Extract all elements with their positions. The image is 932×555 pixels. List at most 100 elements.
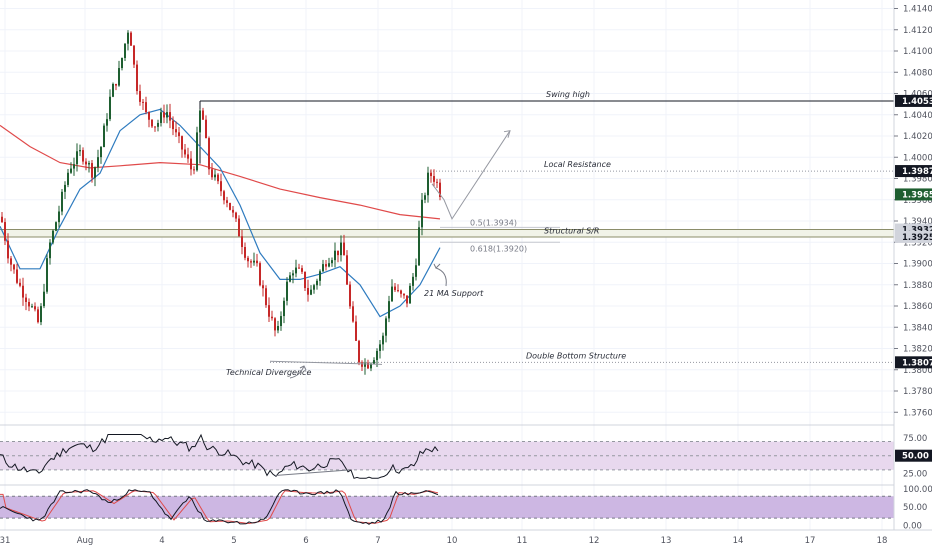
candle-down[interactable]: [304, 271, 306, 289]
candle-down[interactable]: [226, 200, 228, 203]
candle-up[interactable]: [64, 184, 66, 192]
drawings-layer[interactable]: [269, 130, 511, 379]
candle-up[interactable]: [427, 172, 429, 196]
candle-down[interactable]: [430, 172, 432, 177]
candle-up[interactable]: [127, 32, 129, 44]
candle-down[interactable]: [142, 101, 144, 103]
candle-up[interactable]: [58, 211, 60, 223]
candle-up[interactable]: [385, 318, 387, 336]
candle-down[interactable]: [190, 158, 192, 170]
candle-up[interactable]: [214, 174, 216, 178]
candle-down[interactable]: [271, 316, 273, 319]
candle-up[interactable]: [157, 122, 159, 127]
candle-up[interactable]: [412, 276, 414, 286]
candle-down[interactable]: [133, 45, 135, 65]
candles-layer[interactable]: [1, 30, 441, 375]
candle-up[interactable]: [364, 362, 366, 367]
rsi-panel[interactable]: 75.00 25.00 50.00: [0, 433, 932, 479]
candle-down[interactable]: [361, 362, 363, 367]
structural-sr-zone[interactable]: [0, 229, 894, 237]
candle-down[interactable]: [4, 222, 6, 241]
candle-up[interactable]: [46, 258, 48, 292]
candle-up[interactable]: [421, 199, 423, 228]
candle-down[interactable]: [343, 242, 345, 256]
candle-down[interactable]: [406, 295, 408, 304]
candle-down[interactable]: [436, 181, 438, 183]
candle-up[interactable]: [292, 273, 294, 276]
candle-up[interactable]: [118, 68, 120, 86]
candle-down[interactable]: [130, 32, 132, 46]
candle-down[interactable]: [325, 264, 327, 267]
candle-up[interactable]: [391, 286, 393, 302]
candle-up[interactable]: [289, 275, 291, 282]
candle-down[interactable]: [154, 126, 156, 128]
candle-down[interactable]: [163, 112, 165, 118]
candle-up[interactable]: [106, 119, 108, 126]
candle-down[interactable]: [307, 288, 309, 295]
candle-up[interactable]: [100, 147, 102, 158]
candle-down[interactable]: [220, 181, 222, 192]
candle-up[interactable]: [49, 242, 51, 259]
candle-down[interactable]: [169, 112, 171, 121]
candle-down[interactable]: [7, 240, 9, 259]
candle-up[interactable]: [316, 280, 318, 286]
candle-up[interactable]: [43, 291, 45, 307]
candle-up[interactable]: [124, 43, 126, 58]
candle-up[interactable]: [424, 195, 426, 200]
candle-down[interactable]: [397, 290, 399, 292]
candle-down[interactable]: [232, 209, 234, 213]
candle-up[interactable]: [160, 112, 162, 123]
candle-down[interactable]: [439, 182, 441, 197]
projection-arrow[interactable]: [431, 130, 511, 220]
candle-down[interactable]: [400, 290, 402, 294]
candle-up[interactable]: [319, 271, 321, 281]
candle-up[interactable]: [109, 96, 111, 120]
candle-down[interactable]: [403, 293, 405, 296]
candle-up[interactable]: [79, 150, 81, 152]
candle-up[interactable]: [376, 350, 378, 361]
candle-up[interactable]: [88, 163, 90, 165]
candle-down[interactable]: [262, 285, 264, 289]
candle-down[interactable]: [301, 268, 303, 272]
candle-down[interactable]: [115, 83, 117, 86]
candle-down[interactable]: [298, 267, 300, 269]
candle-up[interactable]: [52, 230, 54, 243]
candle-down[interactable]: [202, 110, 204, 120]
candle-down[interactable]: [22, 285, 24, 298]
candle-down[interactable]: [16, 269, 18, 283]
candle-up[interactable]: [409, 285, 411, 304]
candle-down[interactable]: [355, 321, 357, 341]
time-axis[interactable]: 31 Aug 4 5 6 7 10 11 12 13 14 17 18: [0, 536, 887, 546]
candle-down[interactable]: [235, 212, 237, 219]
candle-down[interactable]: [256, 260, 258, 264]
candle-down[interactable]: [28, 301, 30, 307]
candle-up[interactable]: [31, 306, 33, 308]
candle-down[interactable]: [433, 176, 435, 182]
candle-up[interactable]: [112, 83, 114, 97]
candle-up[interactable]: [340, 242, 342, 256]
candle-down[interactable]: [25, 297, 27, 302]
candle-up[interactable]: [67, 172, 69, 185]
candle-down[interactable]: [13, 264, 15, 270]
candle-down[interactable]: [139, 91, 141, 102]
stoch-k-line[interactable]: [0, 489, 439, 525]
candle-up[interactable]: [295, 267, 297, 274]
candle-up[interactable]: [331, 260, 333, 264]
candle-down[interactable]: [1, 216, 3, 223]
candle-up[interactable]: [73, 164, 75, 169]
candle-up[interactable]: [277, 326, 279, 331]
candle-down[interactable]: [37, 309, 39, 323]
candle-down[interactable]: [187, 154, 189, 159]
candle-up[interactable]: [61, 191, 63, 212]
candle-down[interactable]: [145, 102, 147, 112]
price-axis[interactable]: 1.41401.41201.41001.40801.40601.40401.40…: [894, 5, 932, 419]
candle-down[interactable]: [82, 150, 84, 162]
candle-up[interactable]: [379, 344, 381, 351]
candle-down[interactable]: [229, 202, 231, 210]
stoch-panel[interactable]: 100.00 50.00 0.00: [0, 485, 932, 531]
candle-down[interactable]: [148, 111, 150, 120]
candle-down[interactable]: [19, 282, 21, 286]
candle-down[interactable]: [394, 286, 396, 291]
candle-up[interactable]: [166, 112, 168, 118]
